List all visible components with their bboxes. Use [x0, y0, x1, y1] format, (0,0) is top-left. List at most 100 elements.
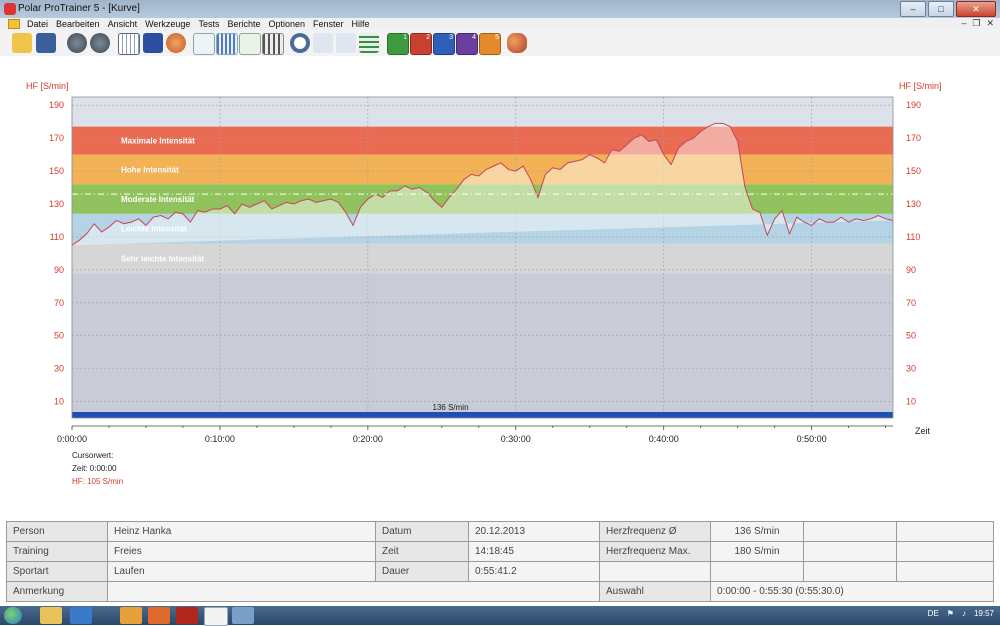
cell-empty — [599, 561, 711, 582]
save-icon[interactable] — [36, 33, 56, 53]
cell-empty — [803, 521, 897, 542]
taskbar: DE ⚑ ♪ 19:57 — [0, 606, 1000, 626]
report-3-icon[interactable]: 3 — [433, 33, 455, 55]
document-icon[interactable] — [8, 19, 20, 29]
app-icon — [4, 3, 16, 15]
x-tick-label: 0:10:00 — [205, 434, 235, 444]
sync-icon[interactable] — [90, 33, 110, 53]
y-tick-label-right: 90 — [906, 265, 916, 275]
report-5-icon[interactable]: 5 — [479, 33, 501, 55]
mdi-controls: – ❐ ✕ — [961, 18, 994, 29]
menu-fenster[interactable]: Fenster — [313, 19, 344, 29]
zone-band — [72, 126, 893, 155]
y-axis-label-left: HF [S/min] — [26, 81, 69, 91]
cursor-hr: HF: 105 S/min — [72, 477, 124, 486]
laps-icon[interactable] — [359, 33, 379, 53]
report-2-icon[interactable]: 2 — [410, 33, 432, 55]
language-indicator[interactable]: DE — [927, 609, 939, 618]
menu-werkzeuge[interactable]: Werkzeuge — [145, 19, 191, 29]
close-button[interactable]: ✕ — [956, 1, 996, 17]
menu-datei[interactable]: Datei — [27, 19, 49, 29]
table-row: Person Heinz Hanka Datum 20.12.2013 Herz… — [6, 521, 994, 542]
columns-icon[interactable] — [262, 33, 284, 55]
book-icon[interactable] — [143, 33, 163, 53]
cell-value: 20.12.2013 — [468, 521, 600, 542]
cursor-info: Cursorwert: Zeit: 0:00:00 HF: 105 S/min — [72, 449, 123, 488]
maximize-button[interactable]: □ — [928, 1, 954, 17]
menu-tests[interactable]: Tests — [198, 19, 220, 29]
acrobat-icon[interactable] — [176, 607, 198, 624]
x-tick-label: 0:30:00 — [501, 434, 531, 444]
average-label: 136 S/min — [433, 403, 469, 412]
scale-icon[interactable] — [313, 33, 333, 53]
y-tick-label-left: 30 — [54, 364, 64, 374]
cell-value: 136 S/min — [710, 521, 804, 542]
selection-value: 0:00:00 - 0:55:30 (0:55:30.0) — [710, 581, 994, 602]
percent-icon[interactable] — [239, 33, 261, 55]
cell-label: Zeit — [375, 541, 469, 562]
curve-icon[interactable] — [193, 33, 215, 55]
menu-ansicht[interactable]: Ansicht — [107, 19, 138, 29]
open-folder-icon[interactable] — [12, 33, 32, 53]
cell-label: Datum — [375, 521, 469, 542]
explorer-icon[interactable] — [40, 607, 62, 624]
table-row: Anmerkung Auswahl 0:00:00 - 0:55:30 (0:5… — [6, 581, 994, 602]
cell-label: Person — [6, 521, 108, 542]
report-5-number: 5 — [495, 34, 499, 41]
cursor-heading: Cursorwert: — [72, 451, 114, 460]
system-tray: DE ⚑ ♪ 19:57 — [928, 609, 994, 618]
y-tick-label-left: 10 — [54, 397, 64, 407]
volume-icon[interactable]: ♪ — [961, 609, 966, 618]
outlook-icon[interactable] — [120, 607, 142, 624]
menu-optionen[interactable]: Optionen — [268, 19, 306, 29]
zoom-icon[interactable] — [290, 33, 310, 53]
minimize-button[interactable]: – — [900, 1, 926, 17]
menu-berichte[interactable]: Berichte — [227, 19, 261, 29]
report-1-number: 1 — [403, 34, 407, 41]
y-tick-label-right: 10 — [906, 397, 916, 407]
flag-icon[interactable]: ⚑ — [946, 609, 954, 618]
menu-bar: Datei Bearbeiten Ansicht Werkzeuge Tests… — [0, 18, 1000, 30]
zone-label: Moderate Intensität — [121, 195, 195, 204]
cell-value: 180 S/min — [710, 541, 804, 562]
report-1-icon[interactable]: 1 — [387, 33, 409, 55]
report-4-icon[interactable]: 4 — [456, 33, 478, 55]
note-field[interactable] — [107, 581, 600, 602]
network-icon[interactable] — [232, 607, 254, 624]
cell-empty — [896, 541, 994, 562]
title-bar: Polar ProTrainer 5 - [Kurve] – □ ✕ — [0, 0, 1000, 18]
calendar-icon[interactable] — [118, 33, 140, 55]
chart-area: Maximale Intensität Hohe Intensität Modera… — [0, 56, 1000, 520]
toolbar: 1 2 3 4 5 — [0, 30, 1000, 57]
summary-table: Person Heinz Hanka Datum 20.12.2013 Herz… — [6, 521, 994, 602]
zone-band — [72, 243, 893, 274]
zone-band — [72, 213, 893, 244]
bar-chart-icon[interactable] — [216, 33, 238, 55]
media-player-icon[interactable] — [70, 607, 92, 624]
start-button[interactable] — [4, 607, 22, 624]
user-icon[interactable] — [166, 33, 186, 53]
mdi-restore-button[interactable]: ❐ — [972, 18, 981, 28]
menu-hilfe[interactable]: Hilfe — [351, 19, 370, 29]
y-tick-label-left: 130 — [49, 199, 64, 209]
mdi-close-button[interactable]: ✕ — [986, 18, 994, 28]
plot-frame — [71, 96, 894, 419]
y-tick-label-right: 70 — [906, 298, 916, 308]
polar-icon[interactable] — [204, 607, 228, 626]
connect-icon[interactable] — [67, 33, 87, 53]
y-tick-label-left: 150 — [49, 166, 64, 176]
table-row: Sportart Laufen Dauer 0:55:41.2 — [6, 561, 994, 582]
cell-empty — [803, 561, 897, 582]
window-title: Polar ProTrainer 5 - [Kurve] — [18, 3, 140, 14]
y-axis-label-right: HF [S/min] — [899, 81, 942, 91]
marker-icon[interactable] — [336, 33, 356, 53]
people-icon[interactable] — [507, 33, 527, 53]
clock[interactable]: 19:57 — [973, 609, 994, 618]
menu-bearbeiten[interactable]: Bearbeiten — [56, 19, 100, 29]
y-tick-label-right: 130 — [906, 199, 921, 209]
hr-chart[interactable]: Maximale Intensität Hohe Intensität Modera… — [0, 56, 1000, 446]
firefox-icon[interactable] — [148, 607, 170, 624]
mdi-minimize-button[interactable]: – — [961, 18, 967, 28]
report-4-number: 4 — [472, 34, 476, 41]
cell-label: Sportart — [6, 561, 108, 582]
